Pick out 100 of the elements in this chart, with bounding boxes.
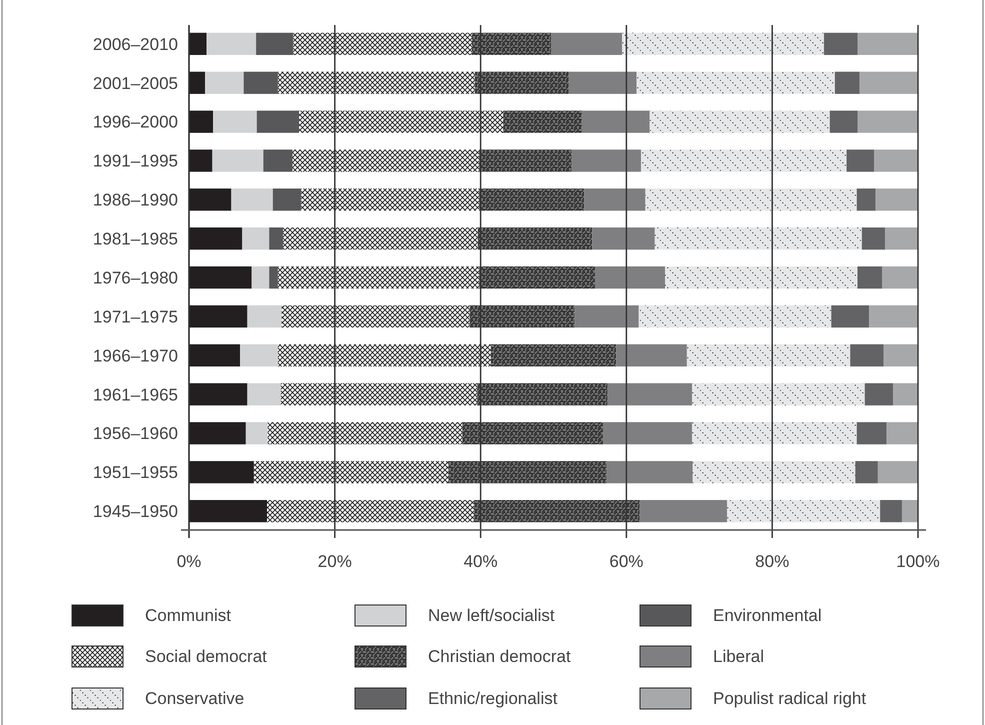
bar	[638, 305, 832, 328]
bar	[692, 383, 865, 406]
x-tick-label: 20%	[318, 552, 352, 571]
bar	[834, 72, 860, 94]
bar	[189, 305, 248, 328]
y-tick-label: 2001–2005	[92, 74, 178, 93]
bar	[893, 383, 918, 406]
bar	[857, 110, 918, 133]
bar	[470, 305, 575, 328]
bar	[603, 422, 692, 444]
bar	[268, 422, 462, 444]
legend-label: Liberal	[713, 646, 764, 666]
bar	[231, 188, 273, 211]
bar	[299, 110, 504, 133]
bar	[242, 227, 270, 250]
bar	[692, 461, 856, 484]
bar	[606, 461, 693, 484]
bar	[292, 150, 480, 172]
bar	[882, 266, 918, 289]
bar	[856, 422, 887, 444]
bar	[574, 305, 639, 328]
legend-label: Environmental	[713, 606, 822, 625]
x-tick-label: 60%	[609, 552, 644, 571]
legend-label: Populist radical right	[713, 688, 866, 708]
bar	[206, 32, 256, 55]
bar	[902, 500, 918, 522]
x-tick-label: 100%	[896, 552, 940, 571]
bar	[474, 72, 569, 94]
y-tick-label: 1991–1995	[92, 152, 178, 171]
y-tick-label: 1961–1965	[92, 385, 178, 404]
bar	[462, 422, 604, 444]
bar	[472, 32, 552, 55]
x-tick-label: 0%	[176, 552, 202, 571]
y-tick-label: 1945–1950	[92, 502, 178, 522]
bar	[189, 266, 252, 289]
bar	[824, 32, 858, 55]
y-tick-label: 1971–1975	[92, 307, 178, 326]
bar	[478, 227, 592, 250]
bar	[857, 32, 918, 55]
bar	[269, 266, 278, 289]
bar	[293, 32, 472, 55]
y-tick-label: 1996–2000	[92, 112, 178, 132]
bar	[640, 150, 847, 172]
x-tick-label: 40%	[464, 552, 498, 571]
bar	[479, 188, 584, 211]
bar	[189, 110, 214, 133]
legend-label: Ethnic/regionalist	[428, 688, 558, 708]
bar	[256, 110, 300, 133]
bar	[189, 422, 246, 444]
bar	[831, 305, 870, 328]
bar	[280, 383, 477, 406]
bar	[189, 227, 242, 250]
bar	[592, 227, 655, 250]
y-tick-label: 1956–1960	[92, 424, 178, 444]
bar	[244, 72, 278, 94]
bar	[645, 188, 857, 211]
bar	[582, 110, 650, 133]
legend-label: New left/socialist	[428, 606, 555, 625]
bar	[616, 344, 687, 366]
bar	[856, 188, 876, 211]
bar	[189, 461, 254, 484]
bar	[256, 32, 294, 55]
bar	[584, 188, 646, 211]
bar	[607, 383, 692, 406]
y-tick-label: 1981–1985	[92, 230, 178, 249]
bar	[278, 344, 491, 366]
bar	[269, 227, 284, 250]
bar	[654, 227, 862, 250]
bar	[247, 305, 282, 328]
bar	[503, 110, 582, 133]
bar	[189, 383, 248, 406]
bar	[267, 500, 474, 522]
bar	[474, 500, 640, 522]
bar	[864, 383, 894, 406]
bar	[212, 150, 264, 172]
bar	[572, 150, 641, 172]
bar	[692, 422, 857, 444]
bar	[846, 150, 874, 172]
bar	[622, 32, 824, 55]
bar	[189, 188, 232, 211]
bar	[479, 266, 596, 289]
bar	[686, 344, 850, 366]
bar	[665, 266, 858, 289]
legend-label: Christian democrat	[428, 646, 571, 666]
bar	[869, 305, 918, 328]
bar	[278, 266, 480, 289]
bar	[278, 72, 475, 94]
bar	[283, 227, 478, 250]
bar	[205, 72, 244, 94]
bar	[857, 266, 882, 289]
bar	[850, 344, 884, 366]
bar	[448, 461, 607, 484]
bar	[640, 500, 727, 522]
x-tick-label: 80%	[755, 552, 790, 571]
bar	[880, 500, 902, 522]
bar	[862, 227, 886, 250]
bar	[213, 110, 257, 133]
bar	[189, 32, 206, 55]
bar	[263, 150, 293, 172]
bar	[595, 266, 666, 289]
